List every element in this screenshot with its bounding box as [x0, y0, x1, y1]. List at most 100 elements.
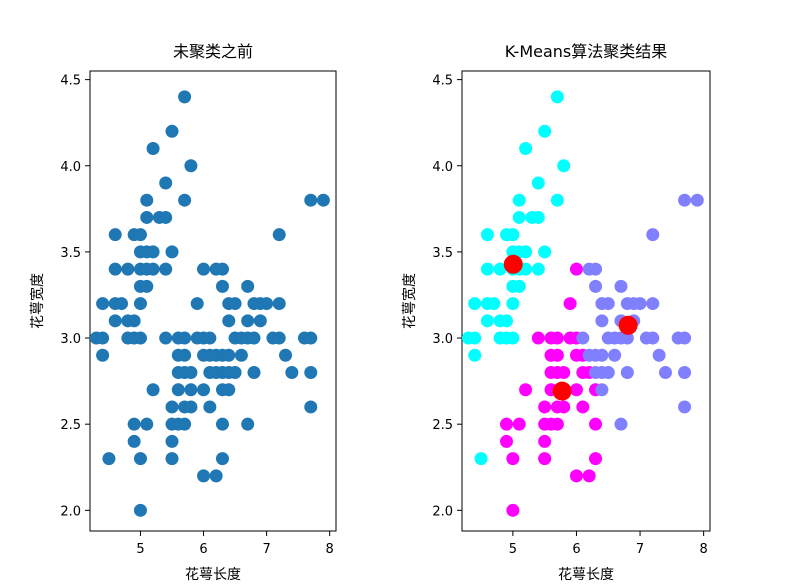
- scatter-point: [569, 383, 583, 397]
- scatter-point: [506, 297, 520, 311]
- y-tick-label: 4.5: [60, 74, 81, 89]
- scatter-point: [531, 262, 545, 276]
- scatter-point: [576, 331, 590, 345]
- scatter-point: [620, 331, 634, 345]
- scatter-point: [96, 331, 110, 345]
- scatter-point: [159, 176, 173, 190]
- scatter-point: [538, 434, 552, 448]
- scatter-point: [197, 469, 211, 483]
- y-tick-label: 3.0: [60, 332, 81, 347]
- scatter-point: [228, 297, 242, 311]
- scatter-point: [133, 452, 147, 466]
- scatter-point: [519, 142, 533, 156]
- scatter-point: [678, 193, 692, 207]
- scatter-point: [140, 210, 154, 224]
- scatter-point: [500, 434, 514, 448]
- axis-ticks: 5 6 7 8 2.0 2.5 3.0 3.5 4.0 4.5: [60, 74, 334, 557]
- x-tick-label: 7: [262, 542, 270, 557]
- scatter-point: [178, 348, 192, 362]
- scatter-point: [127, 417, 141, 431]
- scatter-point: [146, 142, 160, 156]
- x-axis-label: 花萼长度: [185, 567, 241, 583]
- scatter-point: [608, 348, 622, 362]
- scatter-point: [279, 348, 293, 362]
- scatter-point: [304, 331, 318, 345]
- axes-frame: [461, 70, 711, 532]
- y-tick-label: 4.0: [432, 160, 453, 175]
- scatter-point: [241, 417, 255, 431]
- scatter-point: [140, 193, 154, 207]
- scatter-point: [557, 400, 571, 414]
- scatter-point: [658, 365, 672, 379]
- scatter-point: [304, 400, 318, 414]
- scatter-point: [197, 383, 211, 397]
- scatter-point: [678, 365, 692, 379]
- scatter-point: [178, 331, 192, 345]
- scatter-point: [165, 452, 179, 466]
- cluster-centroid-point: [618, 315, 638, 335]
- scatter-point: [601, 365, 615, 379]
- scatter-point: [159, 210, 173, 224]
- scatter-point: [595, 348, 609, 362]
- scatter-point: [146, 383, 160, 397]
- scatter-point: [557, 365, 571, 379]
- chart-title: 未聚类之前: [173, 42, 253, 61]
- scatter-point: [506, 331, 520, 345]
- scatter-point: [538, 124, 552, 138]
- scatter-point: [316, 193, 330, 207]
- scatter-point: [304, 365, 318, 379]
- y-tick-label: 3.5: [432, 246, 453, 261]
- scatter-point: [241, 314, 255, 328]
- scatter-point: [538, 245, 552, 259]
- y-tick-label: 3.5: [60, 246, 81, 261]
- scatter-points: [461, 90, 704, 517]
- scatter-point: [171, 383, 185, 397]
- scatter-point: [601, 297, 615, 311]
- scatter-point: [96, 348, 110, 362]
- scatter-point: [190, 297, 204, 311]
- scatter-point: [487, 297, 501, 311]
- scatter-point: [512, 417, 526, 431]
- scatter-point: [203, 400, 217, 414]
- scatter-point: [184, 159, 198, 173]
- scatter-point: [241, 279, 255, 293]
- scatter-point: [569, 469, 583, 483]
- scatter-point: [589, 262, 603, 276]
- scatter-point: [178, 90, 192, 104]
- scatter-point: [260, 297, 274, 311]
- scatter-point: [108, 314, 122, 328]
- scatter-point: [127, 314, 141, 328]
- scatter-point: [468, 348, 482, 362]
- scatter-point: [272, 297, 286, 311]
- scatter-point: [209, 469, 223, 483]
- scatter-point: [215, 262, 229, 276]
- scatter-point: [589, 452, 603, 466]
- scatter-point: [493, 262, 507, 276]
- scatter-point: [589, 417, 603, 431]
- scatter-point: [247, 331, 261, 345]
- scatter-point: [272, 331, 286, 345]
- y-tick-label: 2.5: [60, 418, 81, 433]
- scatter-point: [133, 228, 147, 242]
- scatter-point: [468, 297, 482, 311]
- scatter-point: [272, 228, 286, 242]
- scatter-point: [165, 434, 179, 448]
- scatter-point: [614, 417, 628, 431]
- scatter-point: [646, 228, 660, 242]
- scatter-point: [690, 193, 704, 207]
- y-tick-label: 4.5: [432, 74, 453, 89]
- scatter-point: [96, 297, 110, 311]
- scatter-point: [531, 176, 545, 190]
- scatter-point: [557, 159, 571, 173]
- scatter-point: [595, 314, 609, 328]
- scatter-point: [500, 417, 514, 431]
- scatter-point: [538, 452, 552, 466]
- scatter-point: [506, 503, 520, 517]
- y-tick-label: 3.0: [432, 332, 453, 347]
- scatter-point: [178, 193, 192, 207]
- scatter-point: [468, 331, 482, 345]
- scatter-point: [531, 210, 545, 224]
- scatter-point: [146, 245, 160, 259]
- scatter-point: [108, 262, 122, 276]
